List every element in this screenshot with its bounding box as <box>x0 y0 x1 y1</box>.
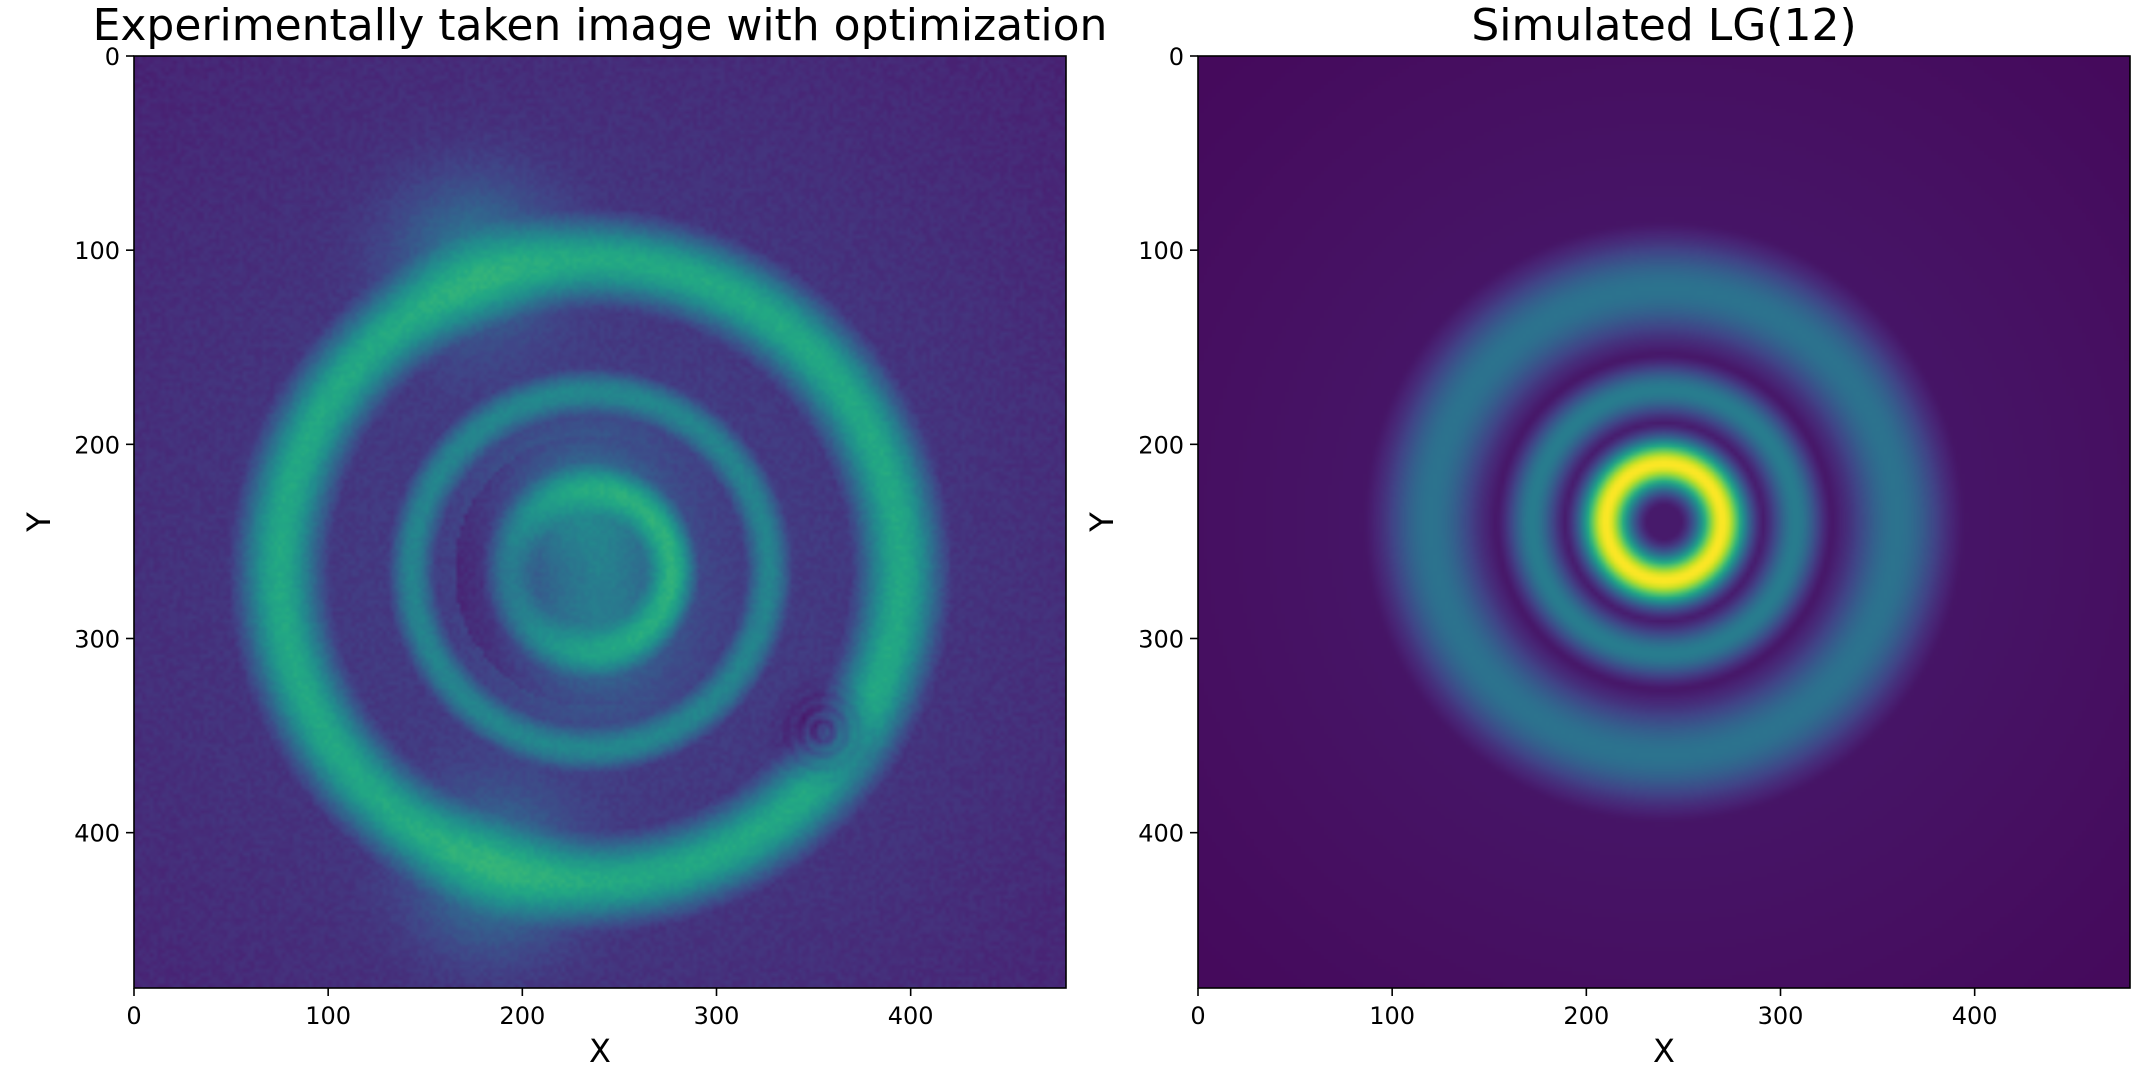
y-tick-label: 200 <box>74 431 120 459</box>
x-tick-label: 100 <box>1369 1002 1415 1030</box>
y-tick-label: 300 <box>1138 626 1184 654</box>
x-tick-label: 300 <box>694 1002 740 1030</box>
chart-title-simulated: Simulated LG(12) <box>1471 0 1856 51</box>
y-tick-label: 300 <box>74 626 120 654</box>
x-tick-label: 400 <box>1952 1002 1998 1030</box>
y-axis-ticks: 0 100 200 300 400 <box>74 43 134 848</box>
y-tick-label: 400 <box>1138 820 1184 848</box>
x-tick-label: 300 <box>1758 1002 1804 1030</box>
x-axis-label: X <box>1653 1032 1675 1068</box>
y-tick-label: 0 <box>105 43 120 71</box>
y-axis-label: Y <box>1083 512 1121 533</box>
x-tick-label: 0 <box>1190 1002 1205 1030</box>
x-axis-ticks: 0 100 200 300 400 <box>1190 988 1998 1030</box>
experimental-heatmap <box>134 56 1066 988</box>
x-tick-label: 400 <box>888 1002 934 1030</box>
x-tick-label: 200 <box>1563 1002 1609 1030</box>
y-tick-label: 400 <box>74 820 120 848</box>
y-tick-label: 100 <box>74 237 120 265</box>
simulated-heatmap <box>1198 56 2130 988</box>
x-axis-label: X <box>589 1032 611 1068</box>
y-tick-label: 200 <box>1138 431 1184 459</box>
experimental-image-panel: Experimentally taken image with optimiza… <box>20 0 1107 1068</box>
plot-frame <box>133 55 1067 989</box>
chart-title-experimental: Experimentally taken image with optimiza… <box>93 0 1108 51</box>
x-tick-label: 100 <box>305 1002 351 1030</box>
simulated-image-panel: Simulated LG(12) 0 100 200 300 400 0 100 200 30… <box>1083 0 2131 1068</box>
intensity-image <box>134 56 1066 988</box>
y-axis-ticks: 0 100 200 300 400 <box>1138 43 1198 848</box>
y-axis-label: Y <box>20 512 58 533</box>
x-axis-ticks: 0 100 200 300 400 <box>126 988 934 1030</box>
plot-frame <box>1197 55 2131 989</box>
x-tick-label: 0 <box>126 1002 141 1030</box>
y-tick-label: 100 <box>1138 237 1184 265</box>
x-tick-label: 200 <box>499 1002 545 1030</box>
y-tick-label: 0 <box>1169 43 1184 71</box>
intensity-image <box>1198 56 2130 988</box>
